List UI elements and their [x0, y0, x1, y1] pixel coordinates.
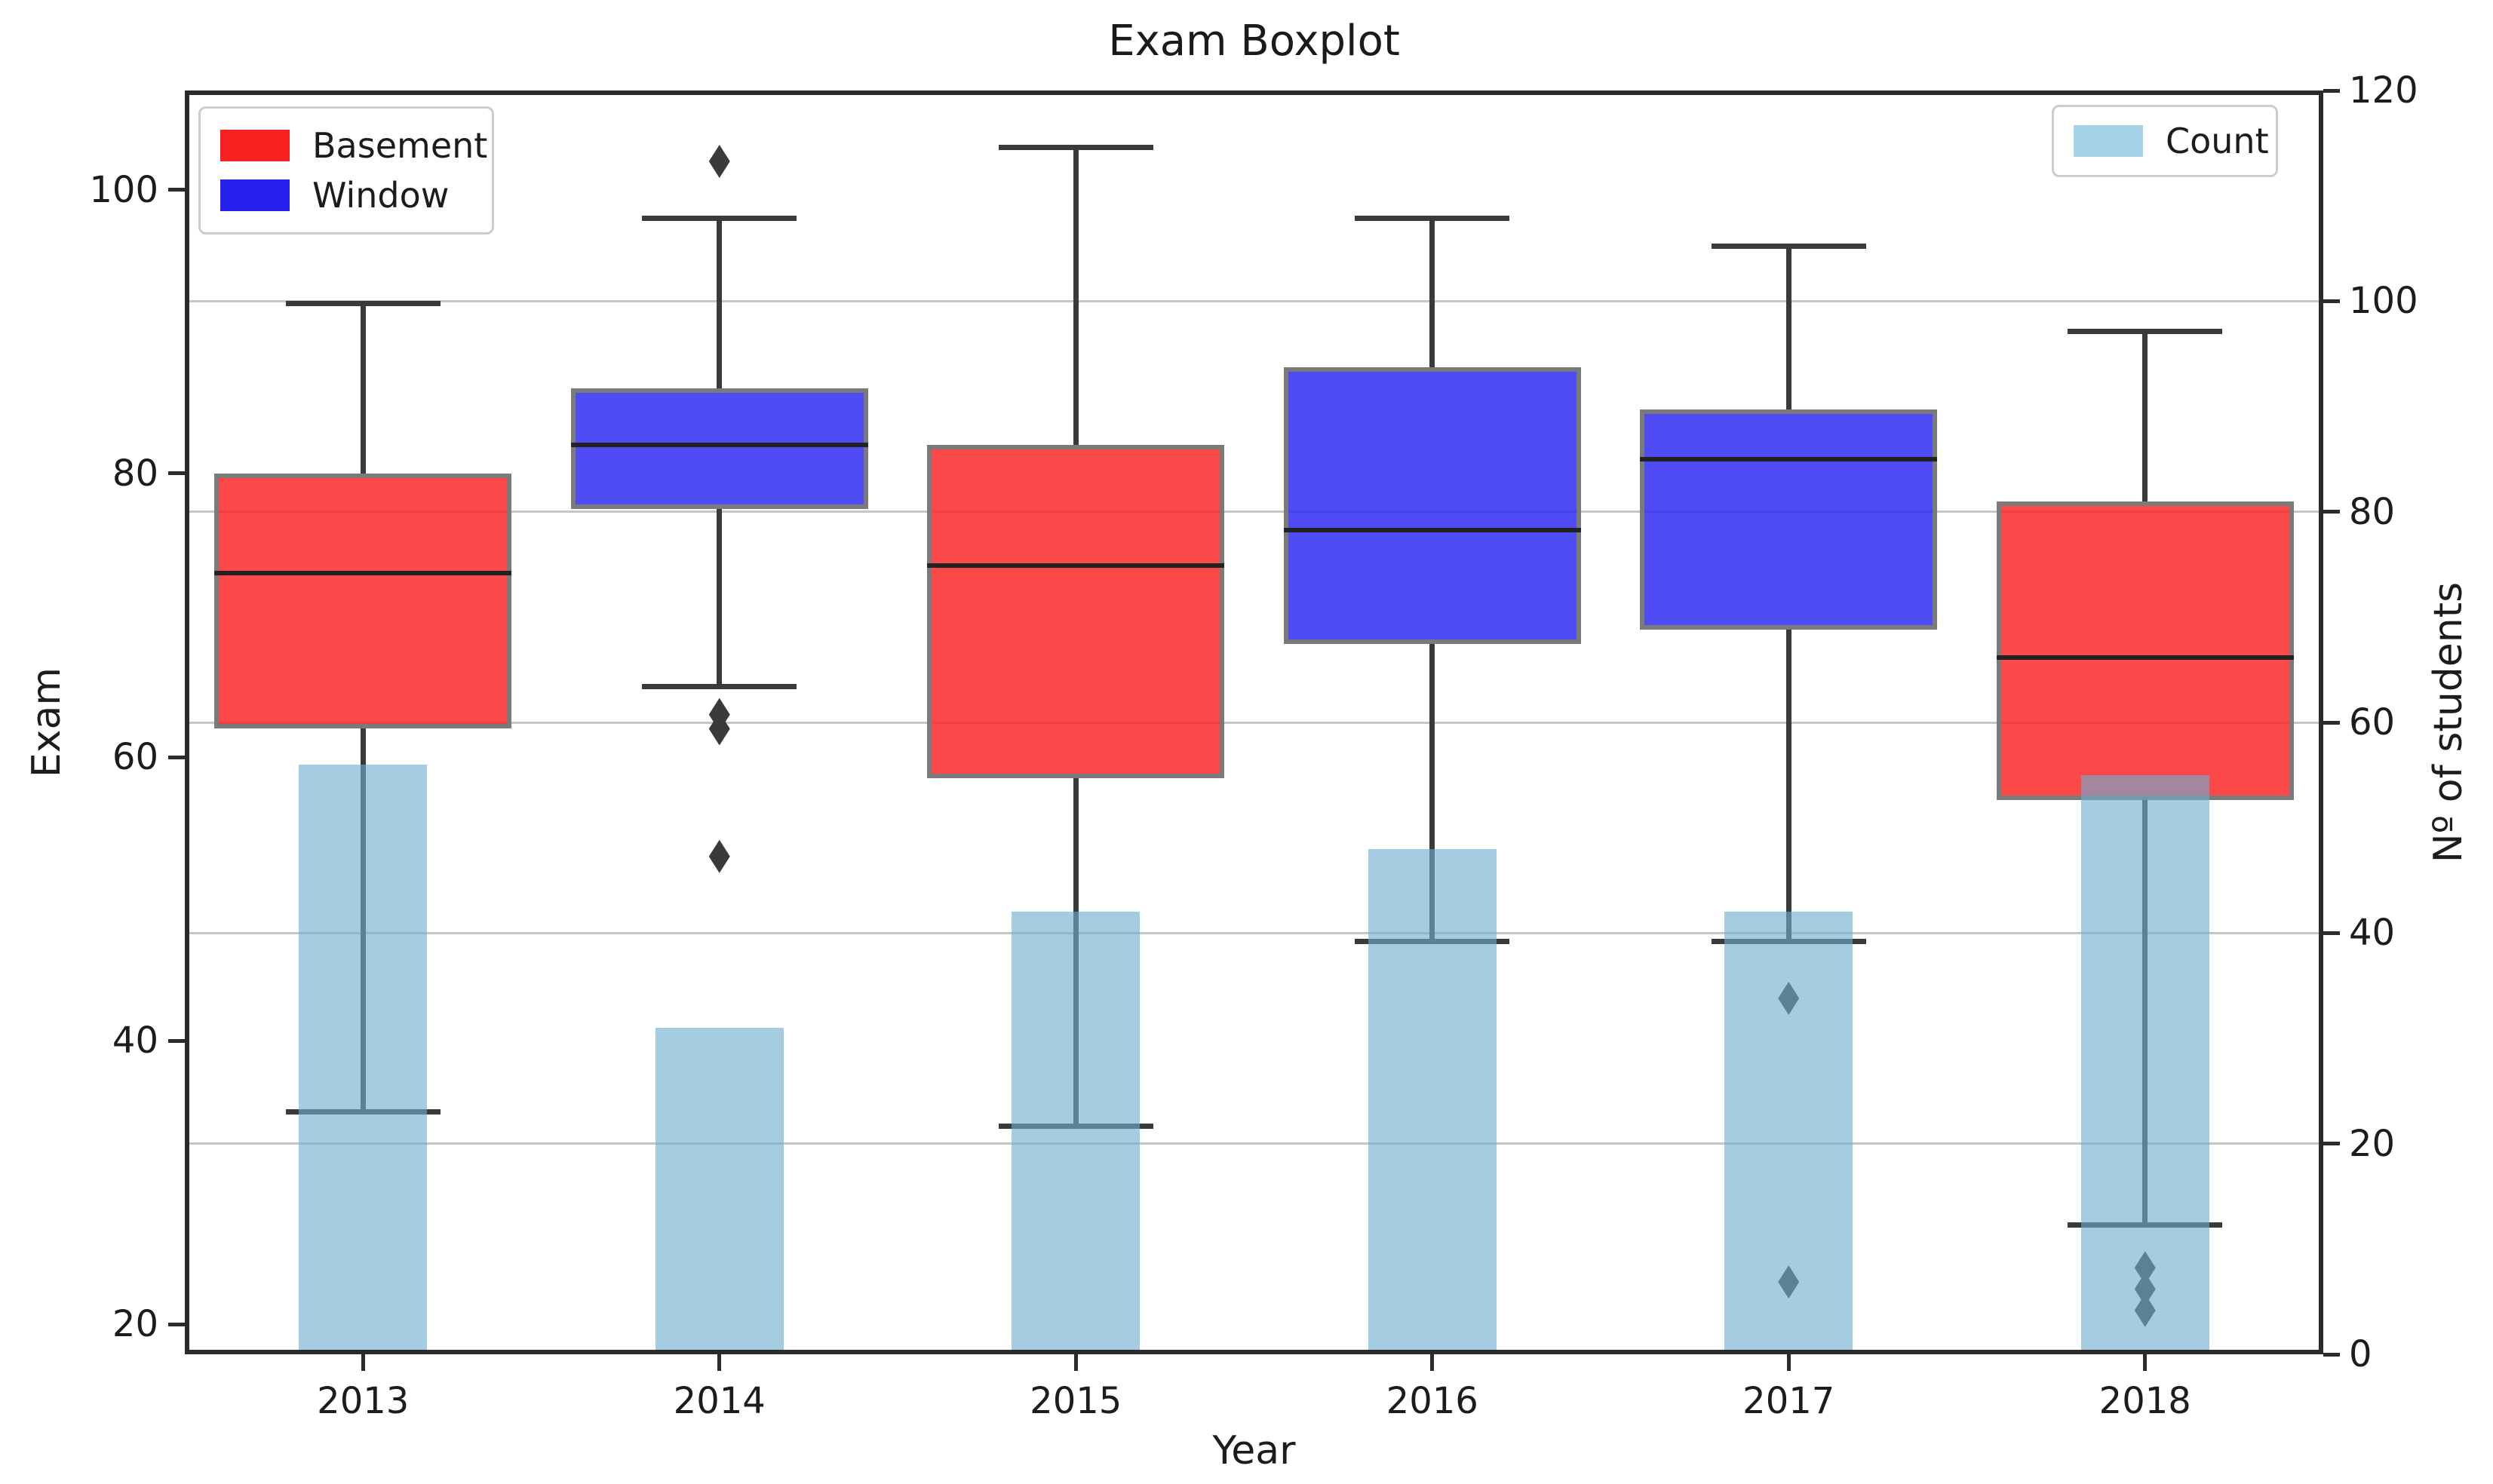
median-2014 [570, 443, 868, 448]
y-left-tick [168, 1038, 185, 1043]
median-2013 [214, 570, 512, 575]
legend-count: Count [2052, 105, 2278, 177]
gridline [185, 1142, 2323, 1145]
x-tick [2143, 1354, 2148, 1371]
x-tick-label: 2017 [1742, 1380, 1835, 1422]
gridline [185, 511, 2323, 514]
window-swatch-icon [220, 179, 290, 211]
box-window-2016 [1283, 366, 1581, 644]
whisker-upper-2015 [1073, 147, 1079, 446]
whisker-upper-2017 [1785, 246, 1791, 410]
gridline [185, 931, 2323, 934]
count-bar-2014 [655, 1028, 784, 1354]
count-bar-2016 [1368, 848, 1497, 1354]
whisker-lower-2014 [717, 508, 723, 687]
y-left-tick [168, 188, 185, 192]
y-right-tick-label: 100 [2349, 280, 2418, 323]
whisker-cap-top-2013 [285, 300, 441, 306]
x-axis-label: Year [1212, 1428, 1296, 1473]
box-basement-2018 [1996, 501, 2294, 800]
whisker-cap-top-2018 [2068, 329, 2223, 335]
y-right-tick-label: 60 [2349, 701, 2396, 744]
whisker-upper-2014 [717, 218, 723, 388]
y-right-tick [2323, 1142, 2340, 1146]
legend-label-count: Count [2166, 121, 2269, 161]
y-right-tick [2323, 88, 2340, 93]
box-window-2017 [1640, 409, 1938, 630]
count-bar-2015 [1012, 912, 1141, 1354]
outlier-2014 [708, 839, 730, 873]
gridline [185, 299, 2323, 302]
x-tick [1073, 1354, 1078, 1371]
gridline [185, 721, 2323, 724]
y-left-tick-label: 100 [89, 168, 158, 211]
x-tick [717, 1354, 722, 1371]
legend-boxplot-groups: Basement Window [198, 106, 494, 235]
legend-entry-basement: Basement [220, 126, 487, 165]
x-tick-label: 2014 [673, 1380, 766, 1422]
y-left-tick [168, 755, 185, 759]
whisker-cap-top-2015 [998, 144, 1153, 150]
box-window-2014 [570, 388, 868, 509]
legend-entry-count: Count [2074, 121, 2269, 161]
median-2018 [1996, 655, 2294, 661]
y-right-tick-label: 20 [2349, 1122, 2396, 1165]
whisker-lower-2016 [1429, 643, 1435, 942]
y-right-tick-label: 120 [2349, 69, 2418, 112]
legend-label-basement: Basement [312, 125, 488, 166]
median-2017 [1640, 457, 1938, 462]
y-right-tick [2323, 299, 2340, 303]
x-tick-label: 2018 [2098, 1380, 2191, 1422]
y-right-tick-label: 80 [2349, 490, 2396, 533]
median-2015 [927, 563, 1225, 569]
whisker-upper-2018 [2142, 331, 2148, 502]
x-tick [1786, 1354, 1791, 1371]
chart-title: Exam Boxplot [1108, 17, 1400, 66]
y-left-tick-label: 60 [112, 736, 158, 779]
whisker-cap-top-2017 [1711, 244, 1866, 250]
x-tick [361, 1354, 365, 1371]
y-right-tick [2323, 510, 2340, 514]
x-tick-label: 2013 [317, 1380, 410, 1422]
count-bar-2017 [1724, 912, 1853, 1354]
outlier-2014 [708, 145, 730, 179]
box-basement-2013 [214, 473, 512, 729]
box-basement-2015 [927, 445, 1225, 779]
count-swatch-icon [2074, 125, 2143, 157]
basement-swatch-icon [220, 130, 290, 161]
y-left-tick [168, 1322, 185, 1326]
count-bar-2018 [2080, 774, 2209, 1354]
whisker-cap-top-2016 [1355, 215, 1510, 221]
count-bar-2013 [299, 764, 428, 1354]
median-2016 [1283, 528, 1581, 533]
x-tick [1430, 1354, 1435, 1371]
y-left-tick-label: 80 [112, 452, 158, 495]
legend-entry-window: Window [220, 176, 472, 215]
x-tick-label: 2016 [1386, 1380, 1478, 1422]
y-right-tick-label: 0 [2349, 1333, 2372, 1375]
whisker-upper-2013 [360, 303, 366, 474]
whisker-upper-2016 [1429, 218, 1435, 367]
y-right-tick [2323, 720, 2340, 725]
y-right-tick [2323, 931, 2340, 935]
y-left-tick-label: 20 [112, 1303, 158, 1346]
whisker-cap-top-2014 [642, 215, 797, 221]
whisker-lower-2017 [1785, 629, 1791, 942]
y-left-tick-label: 40 [112, 1019, 158, 1062]
legend-label-window: Window [312, 175, 450, 216]
whisker-cap-bottom-2014 [642, 683, 797, 689]
y-left-tick [168, 471, 185, 476]
y-right-tick-label: 40 [2349, 912, 2396, 955]
x-tick-label: 2015 [1030, 1380, 1122, 1422]
y-right-tick [2323, 1352, 2340, 1357]
